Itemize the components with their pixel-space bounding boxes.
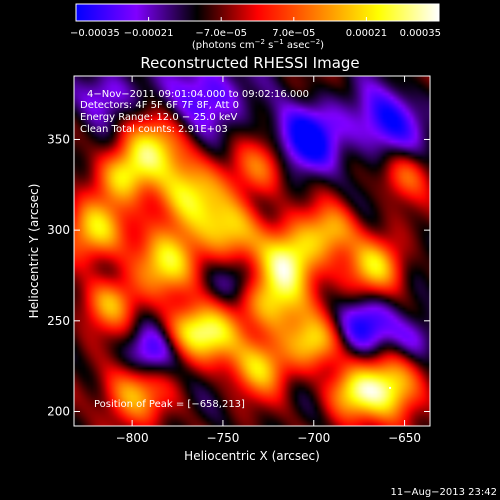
annotation-detectors: Detectors: 4F 5F 6F 7F 8F, Att 0 [80, 100, 239, 111]
colorbar [75, 3, 440, 22]
y-tick-label: 300 [47, 223, 70, 237]
annotation-time-range: 4−Nov−2011 09:01:04.000 to 09:02:16.000 [87, 89, 309, 100]
colorbar-tick-label: 0.00021 [346, 28, 387, 39]
colorbar-tick-label: −7.0e−05 [195, 28, 247, 39]
y-axis-label: Heliocentric Y (arcsec) [27, 184, 41, 319]
heatmap-image [74, 76, 430, 426]
date-stamp: 11−Aug−2013 23:42 [391, 487, 497, 498]
peak-marker [389, 386, 392, 389]
colorbar-units-label: (photons cm−2 s−1 asec−2) [192, 38, 324, 51]
y-tick-label: 200 [47, 404, 70, 418]
colorbar-tick-label: 7.0e−05 [272, 28, 315, 39]
colorbar-tick-label: 0.00035 [400, 28, 441, 39]
annotation-peak-position: Position of Peak = [−658,213] [94, 399, 245, 410]
x-axis-label: Heliocentric X (arcsec) [184, 449, 320, 463]
x-tick-label: −800 [116, 431, 149, 445]
x-axis-ticks: −800 −750 −700 −650 [116, 76, 421, 445]
colorbar-ticks: −0.00035 −0.00021 −7.0e−05 7.0e−05 0.00021 0.… [70, 17, 441, 39]
x-tick-label: −700 [297, 431, 330, 445]
y-axis-ticks: 200 250 300 350 [47, 132, 430, 418]
colorbar-tick-label: −0.00035 [70, 28, 120, 39]
chart-title: Reconstructed RHESSI Image [140, 54, 359, 72]
colorbar-tick-label: −0.00021 [124, 28, 174, 39]
y-tick-label: 350 [47, 132, 70, 146]
x-tick-label: −750 [206, 431, 239, 445]
annotation-clean-counts: Clean Total counts: 2.91E+03 [80, 124, 228, 135]
y-tick-label: 250 [47, 314, 70, 328]
plot-frame [73, 75, 431, 427]
annotation-energy-range: Energy Range: 12.0 − 25.0 keV [80, 112, 237, 123]
x-tick-label: −650 [388, 431, 421, 445]
